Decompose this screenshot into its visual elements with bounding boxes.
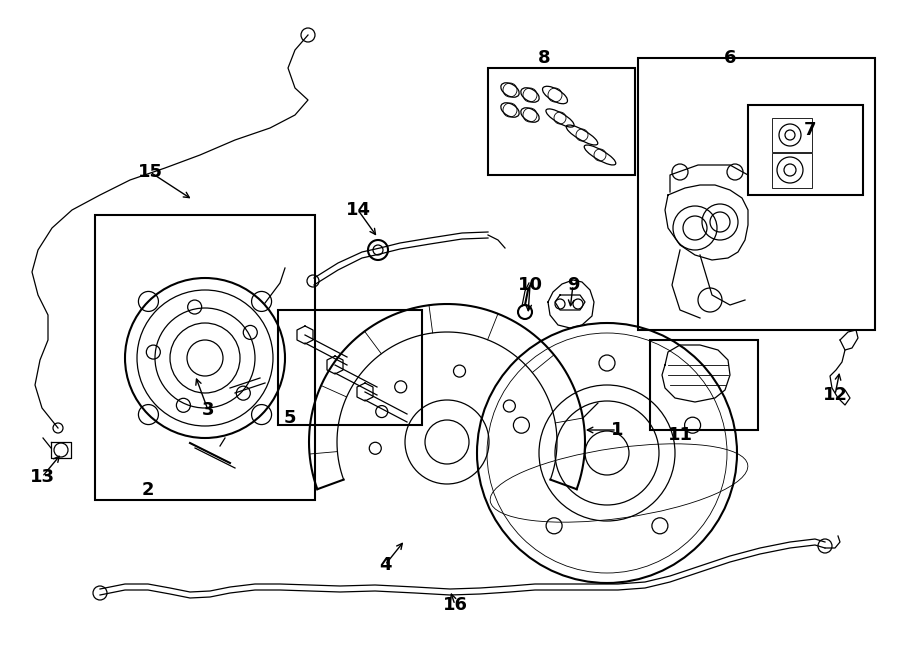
- Bar: [772, 153, 812, 188]
- Text: 9: 9: [567, 276, 580, 294]
- Text: 4: 4: [379, 556, 392, 574]
- Text: 2: 2: [142, 481, 154, 499]
- Text: 14: 14: [346, 201, 371, 219]
- Text: 7: 7: [804, 121, 816, 139]
- Text: 16: 16: [443, 596, 467, 614]
- Text: 1: 1: [611, 421, 623, 439]
- Bar: [748, 105, 863, 195]
- Text: 5: 5: [284, 409, 296, 427]
- Text: 8: 8: [537, 49, 550, 67]
- Bar: [278, 310, 422, 425]
- Text: 6: 6: [724, 49, 736, 67]
- Text: 3: 3: [202, 401, 214, 419]
- Text: 15: 15: [138, 163, 163, 181]
- Bar: [95, 215, 315, 500]
- Text: 10: 10: [518, 276, 543, 294]
- Bar: [488, 68, 635, 175]
- Bar: [772, 118, 812, 152]
- Text: 12: 12: [823, 386, 848, 404]
- Bar: [650, 340, 758, 430]
- Bar: [638, 58, 875, 330]
- Text: 13: 13: [30, 468, 55, 486]
- Text: 11: 11: [668, 426, 692, 444]
